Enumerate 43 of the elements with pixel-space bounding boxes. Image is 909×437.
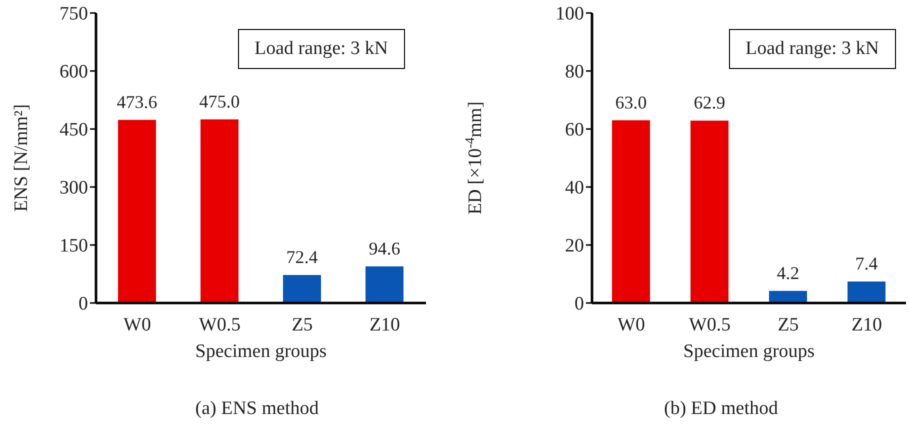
y-tick-label: 0 xyxy=(78,294,88,315)
x-axis-title: Specimen groups xyxy=(195,341,327,362)
x-tick-label: W0 xyxy=(124,314,151,336)
x-tick-label: Z10 xyxy=(369,314,400,336)
y-tick-label: 100 xyxy=(556,4,584,25)
bar xyxy=(690,120,728,303)
x-tick-label: W0.5 xyxy=(688,314,731,336)
bar xyxy=(283,275,321,303)
annotation: Load range: 3 kN xyxy=(728,29,896,69)
y-tick-label: 80 xyxy=(565,62,584,83)
bar xyxy=(200,119,238,303)
x-tick-label: Z5 xyxy=(292,314,313,336)
data-label: 94.6 xyxy=(368,238,400,258)
y-tick-label: 150 xyxy=(60,236,88,257)
data-label: 475.0 xyxy=(199,91,240,112)
y-tick-label: 0 xyxy=(574,294,584,315)
bar xyxy=(366,266,404,303)
annotation: Load range: 3 kN xyxy=(238,29,405,69)
y-tick-label: 750 xyxy=(60,4,88,25)
bar xyxy=(769,290,807,303)
x-tick-label: Z10 xyxy=(851,314,882,336)
x-tick-label: Z5 xyxy=(778,314,799,336)
x-tick-label: W0 xyxy=(618,314,645,336)
y-tick-label: 300 xyxy=(60,178,88,199)
y-tick-label: 40 xyxy=(565,178,584,199)
y-tick-label: 60 xyxy=(565,120,584,141)
data-label: 4.2 xyxy=(776,262,800,283)
bar xyxy=(612,120,650,303)
bar xyxy=(848,282,886,303)
data-label: 62.9 xyxy=(694,92,726,113)
data-label: 7.4 xyxy=(855,254,878,274)
y-tick-label: 450 xyxy=(60,120,88,141)
x-tick-label: W0.5 xyxy=(198,314,241,336)
data-label: 72.4 xyxy=(286,247,318,268)
text: (b) ED method xyxy=(663,398,779,420)
data-label: 63.0 xyxy=(615,92,647,112)
y-axis-title: ENS [N/mm²] xyxy=(11,104,32,212)
y-tick-label: 600 xyxy=(60,62,88,83)
x-axis-title: Specimen groups xyxy=(683,341,815,362)
text: (a) ENS method xyxy=(194,398,320,420)
y-tick-label: 20 xyxy=(565,236,584,257)
data-label: 473.6 xyxy=(116,92,158,112)
bar xyxy=(118,120,156,303)
